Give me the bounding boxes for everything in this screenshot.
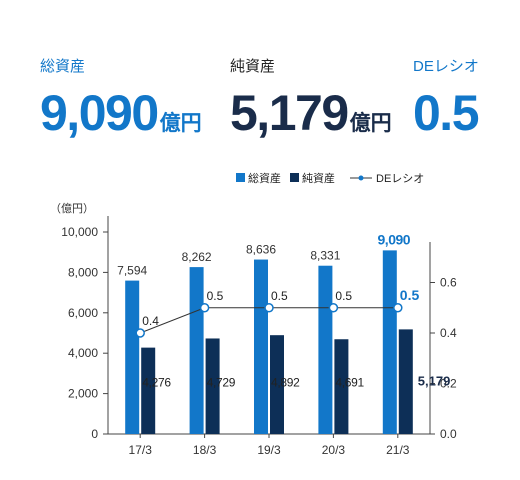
kpi-net-assets-value: 5,179: [230, 85, 349, 141]
kpi-net-assets-value-row: 5,179億円: [230, 86, 392, 153]
kpi-net-assets-label: 純資産: [230, 58, 276, 75]
kpi-net-assets-unit: 億円: [349, 112, 392, 135]
x-tick-label: 20/3: [322, 443, 346, 457]
legend-label-net-assets: 純資産: [302, 172, 335, 185]
kpi-de-ratio-value: 0.5: [413, 85, 480, 141]
y-left-tick-label: 6,000: [68, 306, 98, 320]
y-right-tick-label: 0.0: [440, 427, 457, 441]
de-ratio-point: [135, 328, 145, 338]
bar-total-assets: [382, 250, 397, 434]
data-label-total-assets: 8,636: [246, 243, 276, 257]
x-tick-label: 18/3: [193, 443, 217, 457]
bar-net-assets: [205, 338, 220, 434]
kpi-total-assets-label: 総資産: [40, 58, 86, 75]
y-right-tick-label: 0.6: [440, 276, 457, 290]
legend-label-de-ratio: DEレシオ: [376, 172, 424, 185]
de-ratio-point: [264, 303, 274, 313]
data-label-total-assets: 8,262: [182, 250, 212, 264]
data-label-net-assets: 4,729: [207, 376, 236, 390]
bar-net-assets: [334, 339, 349, 434]
data-label-total-assets: 9,090: [378, 231, 411, 247]
kpi-de-ratio: DEレシオ 0.5: [413, 58, 480, 153]
data-label-net-assets: 4,691: [335, 376, 364, 390]
bar-total-assets: [254, 259, 268, 434]
kpi-total-assets-unit: 億円: [159, 112, 202, 135]
data-label-de-ratio: 0.5: [207, 289, 224, 303]
y-right-tick-label: 0.4: [440, 326, 457, 340]
legend-marker-de-ratio: [358, 175, 364, 181]
bar-total-assets: [125, 280, 140, 434]
legend-swatch-net-assets: [290, 173, 299, 182]
legend-label-total-assets: 総資産: [248, 171, 281, 185]
y-left-tick-label: 0: [91, 427, 98, 441]
y-left-tick-label: 10,000: [61, 225, 98, 239]
de-ratio-point: [199, 303, 210, 313]
kpi-de-ratio-value-row: 0.5: [413, 85, 480, 153]
de-ratio-point: [328, 303, 339, 313]
kpi-total-assets: 総資産 9,090億円: [40, 58, 202, 153]
bar-net-assets: [398, 329, 413, 434]
data-label-de-ratio: 0.4: [142, 314, 159, 328]
kpi-total-assets-value-row: 9,090億円: [40, 86, 202, 153]
bar-total-assets: [189, 267, 204, 434]
bar-total-assets: [318, 265, 333, 434]
y-left-tick-label: 8,000: [68, 265, 98, 279]
data-label-de-ratio: 0.5: [271, 289, 288, 303]
bar-net-assets: [141, 347, 156, 434]
data-label-net-assets: 4,276: [142, 376, 171, 390]
kpi-net-assets: 純資産 5,179億円: [230, 58, 392, 153]
kpi-total-assets-value: 9,090: [40, 85, 159, 141]
data-label-net-assets: 5,179: [418, 374, 451, 389]
x-tick-label: 21/3: [386, 443, 410, 457]
legend-swatch-total-assets: [236, 173, 245, 182]
y-right-tick-label: 0.2: [440, 377, 457, 391]
y-axis-unit-label: （億円）: [50, 202, 94, 215]
data-label-total-assets: 7,594: [117, 264, 147, 278]
data-label-total-assets: 8,331: [310, 249, 340, 263]
x-tick-label: 17/3: [129, 443, 153, 457]
data-label-net-assets: 4,892: [271, 376, 300, 390]
y-left-tick-label: 2,000: [68, 387, 98, 401]
bar-net-assets: [270, 335, 284, 434]
y-left-tick-label: 4,000: [68, 346, 98, 360]
data-label-de-ratio: 0.5: [400, 287, 420, 303]
x-tick-label: 19/3: [257, 443, 281, 457]
kpi-de-ratio-label: DEレシオ: [413, 58, 479, 75]
data-label-de-ratio: 0.5: [335, 289, 352, 303]
de-ratio-point: [393, 303, 403, 313]
